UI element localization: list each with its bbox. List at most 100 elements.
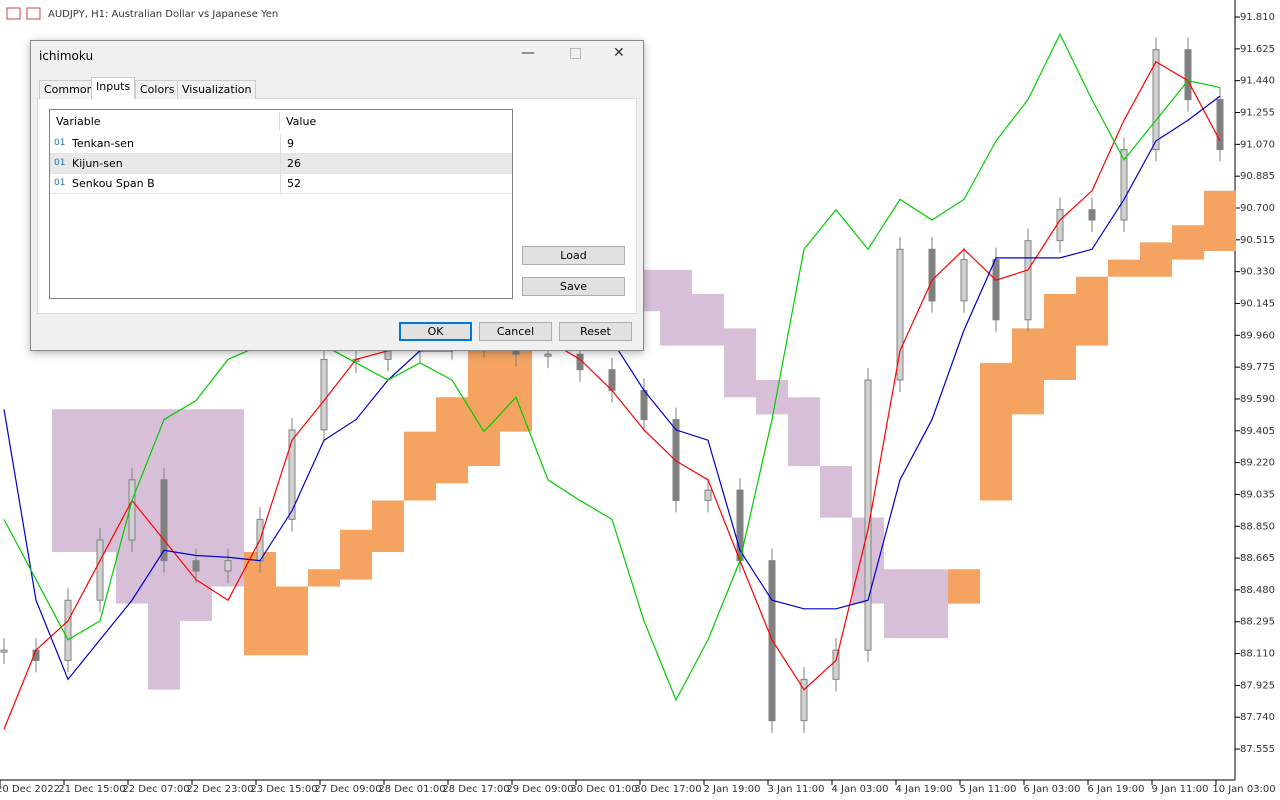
cloud — [404, 431, 436, 501]
tab[interactable]: Visualization — [177, 80, 257, 99]
y-tick-label: 91.440 — [1240, 76, 1275, 87]
x-tick-label: 22 Dec 07:00 — [122, 784, 189, 795]
column-header: Variable — [50, 112, 280, 131]
y-tick-label: 89.220 — [1240, 458, 1275, 469]
variable: Kijun-sen — [72, 157, 123, 170]
x-tick-label: 21 Dec 15:00 — [58, 784, 125, 795]
type-badge: 01 — [54, 138, 66, 148]
y-tick-label: 88.665 — [1240, 553, 1275, 564]
column-header: Value — [286, 115, 317, 128]
cloud — [788, 397, 820, 467]
cloud — [500, 345, 532, 432]
cloud — [308, 569, 340, 587]
cloud — [372, 500, 404, 553]
candle — [992, 259, 1000, 321]
y-tick-label: 90.700 — [1240, 203, 1275, 214]
x-tick-label: 28 Dec 17:00 — [442, 784, 509, 795]
cloud — [340, 529, 372, 580]
button[interactable]: Reset — [559, 322, 632, 341]
y-tick-label: 88.295 — [1240, 617, 1275, 628]
candle — [800, 678, 808, 722]
candle — [96, 539, 104, 601]
candle — [288, 429, 296, 520]
window-title: AUDJPY, H1: Australian Dollar vs Japanes… — [48, 9, 278, 20]
row[interactable]: 01 Senkou Span B 52 — [50, 174, 512, 194]
cloud — [1076, 276, 1108, 346]
tab[interactable]: Common — [39, 80, 99, 99]
candle — [960, 259, 968, 302]
candle — [384, 350, 392, 360]
y-tick-label: 88.110 — [1240, 649, 1275, 660]
y-tick-label: 91.070 — [1240, 139, 1275, 150]
cloud — [980, 362, 1012, 501]
cloud — [724, 328, 756, 398]
candle — [320, 358, 328, 431]
x-tick-label: 22 Dec 23:00 — [186, 784, 253, 795]
cloud — [916, 569, 948, 639]
cloud — [84, 409, 116, 553]
tab[interactable]: Inputs — [91, 77, 136, 99]
line — [3, 32, 1221, 702]
y-tick-label: 90.145 — [1240, 298, 1275, 309]
y-tick-label: 91.625 — [1240, 44, 1275, 55]
x-tick-label: 5 Jan 11:00 — [960, 784, 1017, 795]
cloud — [884, 569, 916, 639]
button[interactable]: OK — [399, 322, 472, 341]
cloud — [244, 552, 276, 656]
x-tick-label: 3 Jan 11:00 — [768, 784, 825, 795]
button[interactable]: Cancel — [479, 322, 552, 341]
cloud — [468, 345, 500, 467]
candle — [672, 419, 680, 501]
x-tick-label: 20 Dec 2022 — [0, 784, 60, 795]
x-tick-label: 4 Jan 03:00 — [832, 784, 889, 795]
candle — [1184, 49, 1192, 101]
x-tick-label: 6 Jan 19:00 — [1088, 784, 1145, 795]
cloud — [436, 397, 468, 484]
x-tick-label: 28 Dec 01:00 — [378, 784, 445, 795]
minimize[interactable]: — — [521, 45, 535, 61]
cloud — [820, 466, 852, 518]
candle — [1120, 148, 1128, 221]
row[interactable]: 01 Kijun-sen 26 — [50, 154, 512, 174]
type-badge: 01 — [54, 178, 66, 188]
variable: Tenkan-sen — [72, 137, 134, 150]
inputs-table: Variable Value 01 Tenkan-sen 9 01 Kijun-sen 26 0… — [49, 109, 513, 299]
x-tick-label: 10 Jan 03:00 — [1212, 784, 1275, 795]
variable: Senkou Span B — [72, 177, 155, 190]
candle — [0, 649, 8, 653]
candle — [1088, 209, 1096, 221]
tab[interactable]: Colors — [135, 80, 180, 99]
candle — [832, 649, 840, 680]
cloud — [948, 569, 980, 604]
y-tick-label: 91.810 — [1240, 12, 1275, 23]
y-tick-label: 87.740 — [1240, 712, 1275, 723]
cloud — [692, 294, 724, 346]
y-tick-label: 90.330 — [1240, 267, 1275, 278]
type-badge: 01 — [54, 158, 66, 168]
cloud — [52, 409, 84, 553]
button[interactable]: Save — [522, 277, 625, 296]
candle — [928, 248, 936, 302]
y-tick-label: 88.480 — [1240, 585, 1275, 596]
y-tick-label: 87.925 — [1240, 680, 1275, 691]
candle — [192, 560, 200, 572]
candle — [160, 479, 168, 562]
y-tick-label: 89.590 — [1240, 394, 1275, 405]
cloud — [1108, 259, 1140, 277]
y-tick-label: 90.885 — [1240, 171, 1275, 182]
button[interactable]: Load — [522, 246, 625, 265]
y-tick-label: 89.775 — [1240, 362, 1275, 373]
dialog: ichimoku — □ ✕ Variable Value 01 Tenkan-sen… — [30, 40, 644, 351]
x-tick-label: 23 Dec 15:00 — [250, 784, 317, 795]
x-tick-label: 9 Jan 11:00 — [1152, 784, 1209, 795]
candle — [1152, 49, 1160, 150]
y-tick-label: 89.035 — [1240, 489, 1275, 500]
candle — [640, 389, 648, 421]
maximize[interactable]: □ — [569, 45, 583, 61]
candle — [608, 369, 616, 391]
y-tick-label: 89.405 — [1240, 426, 1275, 437]
x-tick-label: 6 Jan 03:00 — [1024, 784, 1081, 795]
close[interactable]: ✕ — [613, 45, 625, 61]
row[interactable]: 01 Tenkan-sen 9 — [50, 134, 512, 154]
